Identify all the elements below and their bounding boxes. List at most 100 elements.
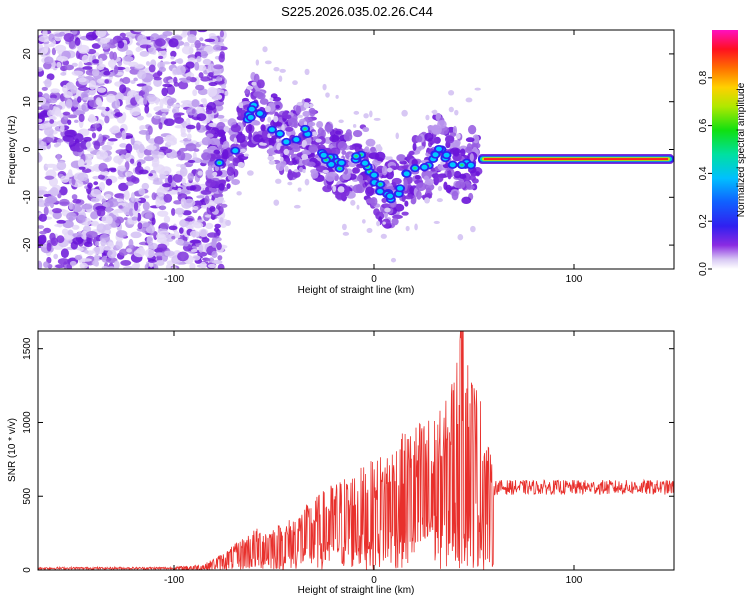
ridge-peak: [387, 193, 394, 199]
signal-blob: [262, 46, 268, 53]
noise-blob: [158, 34, 168, 39]
ridge-peak: [432, 152, 439, 158]
noise-blob: [87, 128, 98, 132]
noise-blob: [90, 211, 99, 220]
signal-blob: [362, 127, 370, 133]
ridge-peak: [413, 166, 417, 170]
signal-blob: [259, 98, 269, 105]
noise-blob: [171, 235, 176, 240]
signal-blob: [396, 154, 406, 162]
ridge-peak: [371, 172, 378, 178]
signal-blob: [412, 142, 417, 151]
signal-blob: [246, 85, 254, 90]
noise-blob: [54, 44, 67, 53]
signal-blob: [217, 129, 226, 136]
noise-blob: [135, 46, 141, 53]
noise-blob: [78, 166, 86, 170]
noise-blob: [144, 248, 155, 258]
spectrogram-image: [38, 30, 674, 269]
signal-blob: [206, 133, 214, 138]
noise-blob: [71, 62, 78, 67]
noise-blob: [218, 53, 225, 63]
noise-blob: [44, 122, 56, 127]
noise-blob: [61, 228, 69, 235]
y-tick-label: -20: [22, 237, 33, 252]
noise-blob: [134, 63, 145, 69]
signal-blob: [326, 183, 332, 190]
noise-blob: [72, 236, 84, 245]
signal-blob: [281, 124, 285, 131]
noise-blob: [115, 132, 122, 139]
signal-blob: [273, 115, 279, 123]
noise-blob: [135, 165, 141, 172]
noise-blob: [141, 182, 150, 190]
noise-blob: [46, 242, 52, 252]
signal-blob: [290, 143, 299, 149]
noise-blob: [139, 125, 146, 130]
signal-blob: [466, 182, 472, 189]
noise-blob: [183, 242, 189, 247]
noise-blob: [155, 259, 165, 266]
signal-blob: [253, 91, 264, 98]
snr-y-label: SNR (10 * v/v): [7, 418, 18, 482]
signal-blob: [391, 177, 402, 185]
noise-blob: [171, 207, 176, 216]
snr-frame: [37, 330, 675, 571]
noise-blob: [38, 35, 51, 43]
signal-blob: [213, 149, 221, 155]
noise-blob: [156, 187, 165, 197]
y-tick-label: 20: [22, 48, 33, 60]
ridge-peak: [449, 162, 456, 168]
noise-blob: [71, 203, 83, 213]
noise-blob: [39, 230, 48, 235]
signal-blob: [304, 98, 311, 103]
noise-blob: [56, 56, 69, 62]
noise-blob: [98, 57, 103, 67]
noise-blob: [175, 238, 185, 245]
noise-blob: [38, 225, 45, 229]
x-tick-label: 100: [566, 575, 583, 586]
noise-blob: [63, 91, 73, 99]
signal-blob: [302, 168, 306, 174]
noise-blob: [187, 172, 194, 181]
noise-blob: [109, 126, 121, 134]
noise-blob: [138, 130, 150, 135]
signal-blob: [437, 185, 443, 192]
signal-blob: [415, 135, 423, 143]
signal-blob: [433, 220, 440, 224]
noise-blob: [124, 135, 133, 139]
signal-blob: [350, 199, 356, 206]
signal-blob: [322, 83, 327, 91]
noise-blob: [158, 169, 164, 175]
noise-blob: [176, 58, 184, 65]
signal-blob: [381, 203, 392, 209]
signal-blob: [273, 67, 280, 72]
signal-blob: [308, 107, 316, 117]
noise-blob: [138, 169, 149, 175]
noise-blob: [38, 186, 48, 191]
noise-blob: [205, 222, 214, 230]
noise-blob: [97, 106, 107, 110]
noise-blob: [201, 237, 210, 243]
signal-blob: [391, 217, 399, 226]
signal-blob: [455, 133, 461, 140]
noise-blob: [105, 206, 113, 213]
noise-blob: [48, 33, 55, 42]
noise-blob: [166, 139, 178, 146]
signal-blob: [280, 156, 284, 162]
noise-blob: [73, 133, 84, 143]
noise-blob: [170, 56, 175, 60]
signal-blob: [253, 134, 264, 143]
signal-blob: [244, 89, 250, 95]
noise-blob: [192, 254, 201, 261]
signal-blob: [338, 119, 344, 124]
noise-blob: [206, 86, 218, 97]
noise-blob: [182, 120, 187, 129]
noise-blob: [183, 183, 192, 187]
signal-blob: [277, 142, 282, 147]
noise-blob: [146, 94, 157, 102]
noise-blob: [62, 84, 68, 93]
noise-blob: [92, 123, 100, 128]
noise-blob: [139, 50, 149, 57]
signal-blob: [224, 90, 229, 97]
